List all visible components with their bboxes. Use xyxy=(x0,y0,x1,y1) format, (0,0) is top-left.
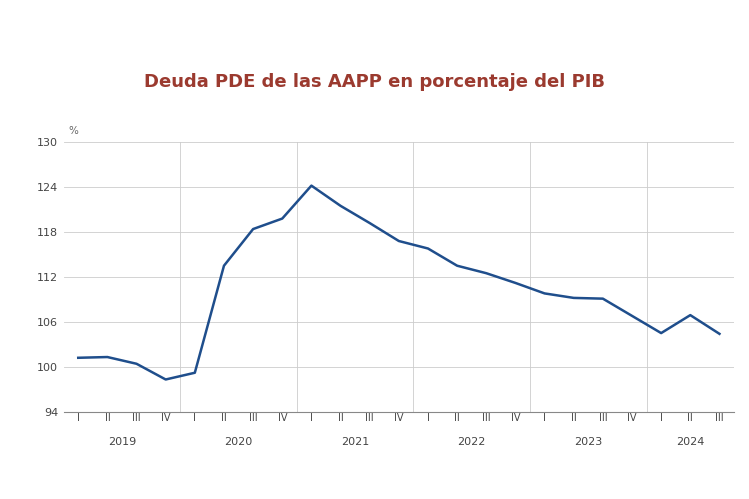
Text: 2022: 2022 xyxy=(458,437,486,447)
Text: 2024: 2024 xyxy=(676,437,705,447)
Text: 2021: 2021 xyxy=(341,437,369,447)
Text: Eurosistema: Eurosistema xyxy=(643,59,698,68)
Text: Deuda PDE de las AAPP en porcentaje del PIB: Deuda PDE de las AAPP en porcentaje del … xyxy=(144,73,605,91)
Text: 2023: 2023 xyxy=(574,437,602,447)
Text: 2020: 2020 xyxy=(225,437,252,447)
Text: 2019: 2019 xyxy=(108,437,136,447)
Text: BE: BE xyxy=(650,9,691,37)
Text: Deuda de las AAPP: Deuda de las AAPP xyxy=(16,29,193,48)
Text: %: % xyxy=(68,126,78,136)
